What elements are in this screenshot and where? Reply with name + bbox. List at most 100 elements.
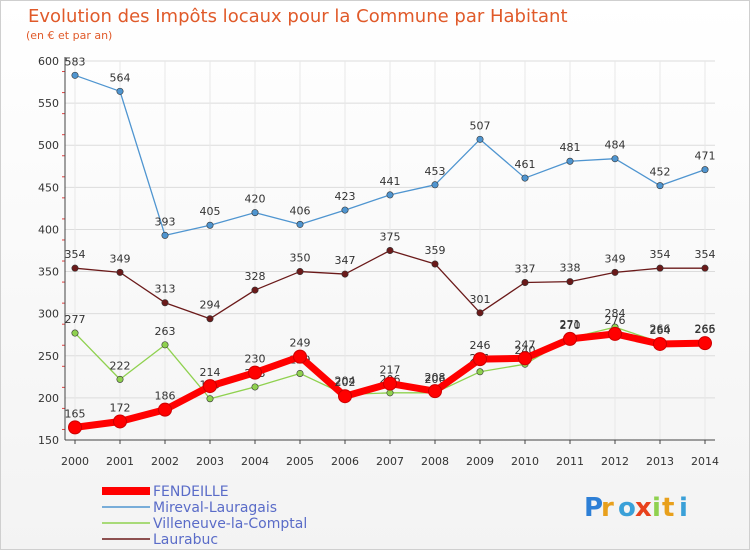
x-tick-label: 2012	[601, 455, 629, 468]
data-point	[698, 336, 712, 351]
data-label: 246	[470, 339, 491, 352]
data-label: 471	[695, 150, 716, 163]
data-point	[473, 352, 487, 367]
data-point	[296, 268, 304, 276]
x-tick-label: 2000	[61, 455, 89, 468]
data-label: 172	[110, 401, 131, 414]
data-point	[653, 336, 667, 351]
legend-label: FENDEILLE	[153, 484, 229, 500]
axes: 150 200 250 300 350 400 450 500 550 600 2000 2001 20…	[38, 55, 719, 468]
data-label: 276	[605, 314, 626, 327]
data-point	[251, 286, 259, 294]
data-label: 405	[200, 205, 221, 218]
data-point	[428, 384, 442, 399]
data-label: 249	[290, 337, 311, 350]
data-point	[611, 155, 619, 163]
x-tick-label: 2011	[556, 455, 584, 468]
data-label: 507	[470, 119, 491, 132]
data-label: 481	[560, 141, 581, 154]
x-tick-label: 2014	[691, 455, 719, 468]
data-point	[161, 231, 169, 239]
data-label: 214	[200, 366, 221, 379]
data-label: 266	[650, 322, 671, 335]
data-label: 441	[380, 175, 401, 188]
data-point	[476, 135, 484, 143]
logo-letter: r	[601, 493, 614, 523]
x-tick-label: 2004	[241, 455, 269, 468]
data-point	[431, 260, 439, 268]
y-tick-label: 150	[38, 434, 59, 447]
legend-label: Mireval-Lauragais	[153, 500, 277, 516]
series-laurabuc: 354 349 313 294 328 350 347 375 359 301 337 338 349 3…	[65, 231, 716, 323]
data-point	[206, 395, 214, 403]
data-label: 247	[515, 338, 536, 351]
data-label: 206	[425, 373, 446, 386]
data-label: 359	[425, 244, 446, 257]
y-tick-label: 550	[38, 97, 59, 110]
data-label: 347	[335, 254, 356, 267]
logo-letter: i	[652, 493, 661, 523]
data-label: 354	[65, 248, 86, 261]
x-tick-label: 2008	[421, 455, 449, 468]
data-point	[161, 299, 169, 307]
data-point	[386, 247, 394, 255]
data-point	[566, 157, 574, 165]
data-label: 453	[425, 165, 446, 178]
series-mireval-lauragais: 583 564 393 405 420 406 423 441 453 507 461 481 484 4…	[65, 55, 716, 239]
data-label: 301	[470, 293, 491, 306]
data-point	[71, 264, 79, 272]
data-label: 328	[245, 270, 266, 283]
data-label: 222	[110, 359, 131, 372]
y-tick-label: 400	[38, 223, 59, 236]
y-tick-label: 200	[38, 392, 59, 405]
data-label: 406	[290, 204, 311, 217]
data-point	[113, 414, 127, 429]
y-tick-label: 300	[38, 308, 59, 321]
data-label: 264	[650, 324, 671, 337]
logo-letter: P	[584, 493, 603, 523]
y-tick-label: 250	[38, 350, 59, 363]
legend: FENDEILLEMireval-LauragaisVilleneuve-la-…	[102, 484, 307, 548]
data-label: 338	[560, 262, 581, 275]
data-label: 263	[155, 325, 176, 338]
data-point	[476, 309, 484, 317]
data-point	[521, 279, 529, 287]
data-label: 277	[65, 313, 86, 326]
data-point	[251, 383, 259, 391]
data-point	[656, 182, 664, 190]
data-label: 349	[110, 252, 131, 265]
data-point	[203, 379, 217, 394]
data-point	[116, 268, 124, 276]
x-tick-label: 2006	[331, 455, 359, 468]
data-point	[296, 369, 304, 377]
data-point	[206, 315, 214, 323]
data-label: 186	[155, 390, 176, 403]
data-label: 265	[695, 323, 716, 336]
x-tick-label: 2003	[196, 455, 224, 468]
data-point	[161, 341, 169, 349]
data-point	[386, 389, 394, 397]
legend-label: Laurabuc	[153, 532, 218, 548]
data-point	[608, 326, 622, 341]
data-label: 208	[425, 371, 446, 384]
data-label: 354	[650, 248, 671, 261]
data-point	[701, 166, 709, 174]
data-label: 202	[335, 376, 356, 389]
proxiti-logo: Pr o x i t i	[584, 493, 688, 523]
x-tick-label: 2009	[466, 455, 494, 468]
data-point	[476, 368, 484, 376]
data-label: 230	[245, 353, 266, 366]
chart-subtitle: (en € et par an)	[26, 29, 112, 42]
logo-letter: o	[618, 493, 636, 523]
data-point	[71, 329, 79, 337]
data-point	[248, 365, 262, 380]
series: 583 564 393 405 420 406 423 441 453 507 461 481 484 4…	[65, 55, 716, 435]
data-label: 452	[650, 166, 671, 179]
data-point	[71, 71, 79, 79]
data-point	[566, 278, 574, 286]
logo-letter: i	[679, 493, 688, 523]
data-label: 393	[155, 215, 176, 228]
data-point	[158, 402, 172, 417]
data-label: 284	[605, 307, 626, 320]
